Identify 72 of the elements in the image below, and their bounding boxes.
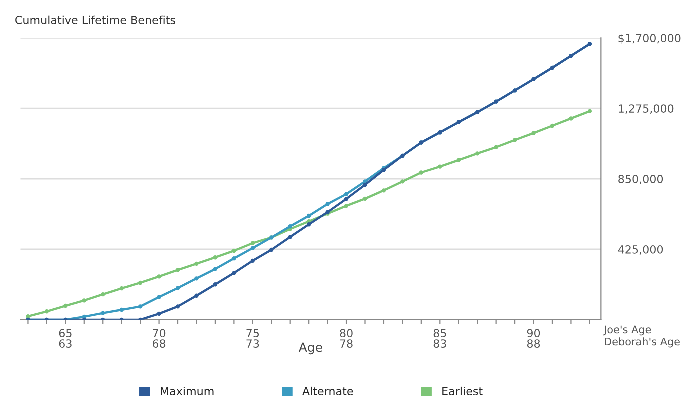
point xyxy=(363,182,368,188)
chart-title: Cumulative Lifetime Benefits xyxy=(16,16,176,24)
point xyxy=(438,164,442,169)
point xyxy=(250,241,255,246)
point xyxy=(270,248,274,252)
point xyxy=(176,268,180,272)
point xyxy=(157,295,162,300)
point xyxy=(194,276,199,281)
x2-tick-label: 88 xyxy=(527,340,540,348)
x2-tick-label: 73 xyxy=(246,340,260,348)
point xyxy=(176,286,180,290)
point xyxy=(494,145,498,150)
point xyxy=(232,248,236,254)
point xyxy=(419,170,424,175)
x-tick-label: 90 xyxy=(527,329,540,338)
point xyxy=(250,258,255,264)
point xyxy=(476,152,480,156)
x2-tick-label: 63 xyxy=(59,340,72,348)
point xyxy=(588,109,592,114)
point xyxy=(194,262,199,266)
point xyxy=(194,294,199,298)
point xyxy=(101,311,106,316)
point xyxy=(550,124,555,128)
x2-tick-label: 78 xyxy=(340,340,353,348)
point xyxy=(344,192,349,196)
legend-label: Maximum xyxy=(161,386,214,396)
point xyxy=(44,310,50,314)
point xyxy=(344,197,349,202)
point xyxy=(64,304,68,308)
x-tick-label: 75 xyxy=(246,329,260,338)
x-tick-label: 80 xyxy=(340,329,353,338)
point xyxy=(213,267,218,272)
y-tick-label: $1,700,000 xyxy=(618,34,681,44)
point xyxy=(326,202,330,206)
point xyxy=(400,180,405,184)
point xyxy=(306,214,312,218)
legend-label: Alternate xyxy=(302,386,354,396)
point xyxy=(288,224,292,229)
point xyxy=(120,308,124,312)
point xyxy=(306,222,312,227)
point xyxy=(176,304,180,309)
point xyxy=(288,235,292,240)
point xyxy=(157,274,162,279)
x-axis-title: Age xyxy=(298,342,322,355)
point xyxy=(213,282,218,287)
point xyxy=(157,312,162,316)
legend-label: Earliest xyxy=(442,386,483,396)
x2-tick-label: 83 xyxy=(434,340,446,348)
x-tick-label: 65 xyxy=(59,329,72,338)
point xyxy=(120,286,124,291)
x-tick-label: 85 xyxy=(434,329,446,338)
point xyxy=(532,131,536,136)
point xyxy=(138,280,143,286)
point xyxy=(232,256,236,261)
point xyxy=(569,116,574,121)
x2-tick-label: 68 xyxy=(152,340,166,348)
point xyxy=(213,256,218,260)
text: Joe's Age Deborah's Age xyxy=(604,326,680,348)
point xyxy=(82,298,86,303)
y-tick-label: 1,275,000 xyxy=(619,104,674,114)
point xyxy=(363,196,368,202)
point xyxy=(344,204,349,208)
y-tick-label: 850,000 xyxy=(618,175,664,185)
point xyxy=(250,246,255,250)
point xyxy=(101,292,106,297)
x-tick-label: 70 xyxy=(153,329,166,338)
point xyxy=(382,188,386,193)
point xyxy=(138,304,143,309)
point xyxy=(456,158,461,162)
point xyxy=(232,271,236,276)
point xyxy=(512,138,518,142)
y-tick-label: 425,000 xyxy=(618,245,664,255)
